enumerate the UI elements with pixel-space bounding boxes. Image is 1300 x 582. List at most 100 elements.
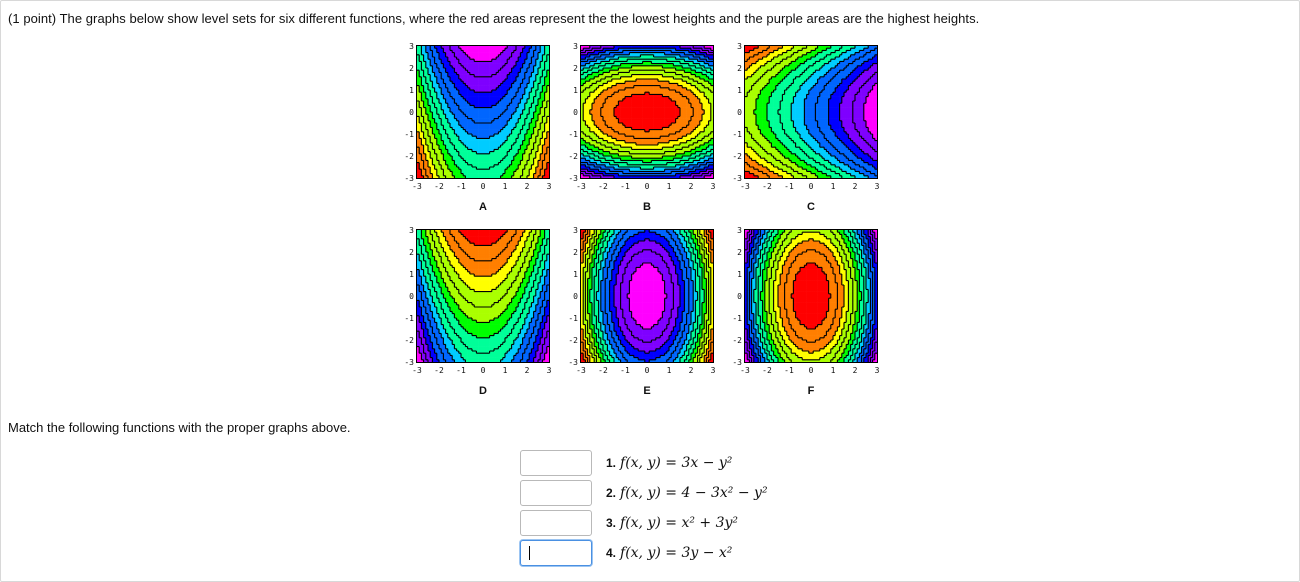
contour-plot <box>744 45 878 179</box>
y-tick-label: 0 <box>564 108 578 117</box>
x-tick-label: 3 <box>539 182 559 191</box>
x-tick-label: -1 <box>615 366 635 375</box>
x-tick-label: 1 <box>659 366 679 375</box>
x-tick-label: -1 <box>779 366 799 375</box>
contour-plot <box>580 229 714 363</box>
y-tick-label: -1 <box>400 130 414 139</box>
answer-formula-1: 1. f(x, y) = 3x − y² <box>606 455 732 471</box>
x-tick-label: 2 <box>681 366 701 375</box>
answer-number-2: 2. <box>606 486 616 500</box>
x-tick-label: 0 <box>637 182 657 191</box>
y-tick-label: -2 <box>400 336 414 345</box>
y-tick-label: -1 <box>728 314 742 323</box>
y-tick-label: 1 <box>400 270 414 279</box>
x-tick-label: 3 <box>867 366 887 375</box>
x-tick-label: 1 <box>823 182 843 191</box>
contour-graph-d: 3 2 1 0 -1 -2 -3 -3 -2 -1 0 1 2 3 D <box>400 226 551 404</box>
y-tick-label: 2 <box>728 248 742 257</box>
x-tick-label: 0 <box>473 366 493 375</box>
y-tick-label: -1 <box>564 314 578 323</box>
y-tick-label: -2 <box>728 336 742 345</box>
x-tick-label: -1 <box>451 366 471 375</box>
answer-number-3: 3. <box>606 516 616 530</box>
x-tick-label: -3 <box>735 182 755 191</box>
contour-svg <box>417 46 549 178</box>
x-tick-label: -2 <box>593 366 613 375</box>
contour-plot <box>416 45 550 179</box>
formula-text-3: f(x, y) = x² + 3y² <box>620 515 738 531</box>
x-tick-label: 2 <box>845 366 865 375</box>
y-tick-label: -3 <box>728 174 742 183</box>
x-tick-label: 3 <box>539 366 559 375</box>
y-tick-label: 3 <box>400 42 414 51</box>
y-tick-label: 3 <box>728 42 742 51</box>
x-tick-label: -3 <box>735 366 755 375</box>
answer-formula-4: 4. f(x, y) = 3y − x² <box>606 545 732 561</box>
y-tick-label: 3 <box>400 226 414 235</box>
contour-graph-b: 3 2 1 0 -1 -2 -3 -3 -2 -1 0 1 2 3 B <box>564 42 715 220</box>
x-tick-label: 0 <box>637 366 657 375</box>
x-tick-label: 1 <box>495 182 515 191</box>
x-tick-label: 2 <box>517 182 537 191</box>
contour-svg <box>745 230 877 362</box>
y-tick-label: -3 <box>728 358 742 367</box>
graph-label: B <box>627 201 667 213</box>
x-tick-label: 3 <box>703 366 723 375</box>
y-tick-label: 1 <box>728 270 742 279</box>
x-tick-label: 2 <box>681 182 701 191</box>
x-tick-label: -3 <box>571 366 591 375</box>
y-tick-label: 1 <box>400 86 414 95</box>
x-tick-label: -1 <box>779 182 799 191</box>
graph-label: F <box>791 385 831 397</box>
x-tick-label: -2 <box>757 182 777 191</box>
y-tick-label: 2 <box>564 64 578 73</box>
y-tick-label: 0 <box>400 108 414 117</box>
contour-lines <box>417 230 549 362</box>
x-tick-label: 1 <box>823 366 843 375</box>
answer-input-4[interactable] <box>520 540 592 566</box>
contour-svg <box>581 46 713 178</box>
y-tick-label: -1 <box>400 314 414 323</box>
contour-svg <box>417 230 549 362</box>
answer-input-1[interactable] <box>520 450 592 476</box>
formula-text-4: f(x, y) = 3y − x² <box>620 545 732 561</box>
formula-text-1: f(x, y) = 3x − y² <box>620 455 732 471</box>
contour-lines <box>581 230 713 362</box>
x-tick-label: -3 <box>407 182 427 191</box>
answer-input-2[interactable] <box>520 480 592 506</box>
contour-svg <box>745 46 877 178</box>
y-tick-label: -1 <box>564 130 578 139</box>
contour-plot <box>744 229 878 363</box>
y-tick-label: 2 <box>564 248 578 257</box>
x-tick-label: -1 <box>615 182 635 191</box>
problem-prompt: (1 point) The graphs below show level se… <box>8 11 979 26</box>
x-tick-label: -2 <box>593 182 613 191</box>
x-tick-label: 3 <box>703 182 723 191</box>
y-tick-label: 0 <box>564 292 578 301</box>
x-tick-label: -2 <box>429 182 449 191</box>
x-tick-label: 0 <box>801 182 821 191</box>
y-tick-label: -3 <box>400 358 414 367</box>
y-tick-label: -2 <box>728 152 742 161</box>
text-caret <box>529 546 530 560</box>
x-tick-label: -1 <box>451 182 471 191</box>
contour-lines <box>745 46 877 178</box>
x-tick-label: 0 <box>473 182 493 191</box>
y-tick-label: -1 <box>728 130 742 139</box>
y-tick-label: 2 <box>400 248 414 257</box>
answer-number-1: 1. <box>606 456 616 470</box>
contour-lines <box>581 46 713 178</box>
answer-row-2: 2. f(x, y) = 4 − 3x² − y² <box>520 480 820 508</box>
answer-input-3[interactable] <box>520 510 592 536</box>
y-tick-label: 3 <box>564 42 578 51</box>
y-tick-label: 2 <box>728 64 742 73</box>
answer-row-3: 3. f(x, y) = x² + 3y² <box>520 510 820 538</box>
y-tick-label: -2 <box>400 152 414 161</box>
contour-graph-c: 3 2 1 0 -1 -2 -3 -3 -2 -1 0 1 2 3 C <box>728 42 879 220</box>
y-tick-label: 3 <box>728 226 742 235</box>
y-tick-label: 2 <box>400 64 414 73</box>
contour-lines <box>745 230 877 362</box>
x-tick-label: -2 <box>757 366 777 375</box>
y-tick-label: 1 <box>564 270 578 279</box>
y-tick-label: -3 <box>400 174 414 183</box>
